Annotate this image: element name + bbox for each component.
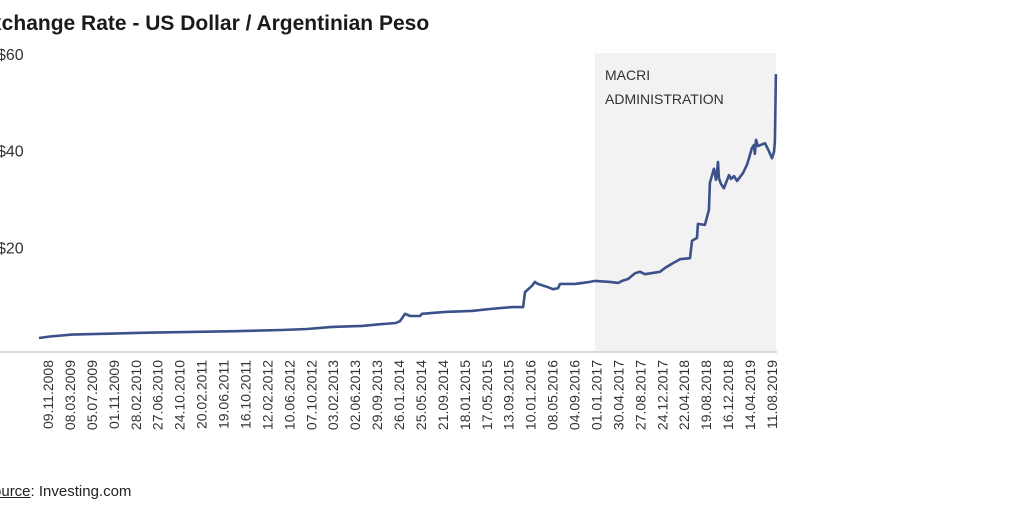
x-tick-label: 08.05.2016 xyxy=(545,360,561,430)
shaded-period xyxy=(595,53,777,352)
source-label: Source xyxy=(0,483,31,500)
x-tick-label: 19.08.2018 xyxy=(698,360,714,430)
x-tick-label: 14.04.2019 xyxy=(742,360,758,430)
y-tick-label: $20 xyxy=(0,240,24,257)
x-tick-label: 17.05.2015 xyxy=(479,360,495,430)
x-tick-label: 21.09.2014 xyxy=(435,360,451,430)
source-value: Investing.com xyxy=(38,483,132,500)
x-tick-label: 24.10.2010 xyxy=(172,360,188,430)
x-tick-label: 19.06.2011 xyxy=(216,360,232,429)
y-tick-label: $60 xyxy=(0,47,24,64)
x-tick-label: 24.12.2017 xyxy=(654,360,670,430)
source-note: Source: Investing.com xyxy=(0,483,131,500)
x-tick-label: 28.02.2010 xyxy=(128,360,144,430)
x-tick-label: 27.08.2017 xyxy=(632,360,648,430)
x-tick-label: 29.09.2013 xyxy=(369,360,385,430)
x-tick-label: 16.10.2011 xyxy=(237,360,253,429)
x-tick-label: 18.01.2015 xyxy=(457,360,473,430)
x-tick-label: 16.12.2018 xyxy=(720,360,736,430)
x-tick-label: 10.01.2016 xyxy=(523,360,539,430)
x-tick-label: 25.05.2014 xyxy=(413,360,429,430)
chart-title: Exchange Rate - US Dollar / Argentinian … xyxy=(0,12,430,35)
x-tick-label: 12.02.2012 xyxy=(259,360,275,430)
shaded-period-label: ADMINISTRATION xyxy=(605,91,724,107)
x-tick-label: 04.09.2016 xyxy=(567,360,583,430)
x-tick-label: 10.06.2012 xyxy=(281,360,297,430)
x-tick-label: 05.07.2009 xyxy=(84,360,100,430)
x-tick-label: 08.03.2009 xyxy=(62,360,78,430)
x-tick-label: 03.02.2013 xyxy=(325,360,341,430)
x-tick-label: 01.01.2017 xyxy=(588,360,604,430)
x-tick-label: 13.09.2015 xyxy=(501,360,517,430)
x-tick-label: 01.11.2009 xyxy=(106,360,122,429)
x-tick-label: 09.11.2008 xyxy=(40,360,56,429)
x-tick-label: 02.06.2013 xyxy=(347,360,363,430)
shaded-period-label: MACRI xyxy=(605,67,650,83)
x-tick-label: 30.04.2017 xyxy=(610,360,626,430)
y-tick-label: $40 xyxy=(0,144,24,161)
x-tick-label: 22.04.2018 xyxy=(676,360,692,430)
x-tick-label: 20.02.2011 xyxy=(194,360,210,429)
x-tick-label: 07.10.2012 xyxy=(303,360,319,430)
series-line xyxy=(38,74,778,340)
x-tick-label: 27.06.2010 xyxy=(150,360,166,430)
x-tick-label: 26.01.2014 xyxy=(391,360,407,430)
x-tick-label: 11.08.2019 xyxy=(764,360,780,429)
